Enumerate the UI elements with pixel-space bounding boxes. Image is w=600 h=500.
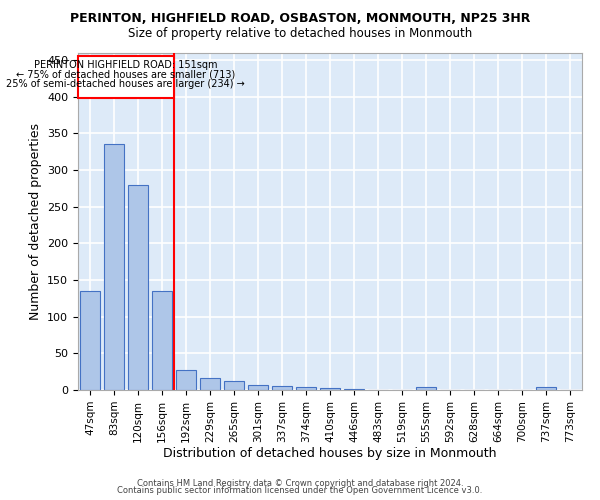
Bar: [272, 386, 292, 390]
Y-axis label: Number of detached properties: Number of detached properties: [29, 122, 41, 320]
Text: Contains HM Land Registry data © Crown copyright and database right 2024.: Contains HM Land Registry data © Crown c…: [137, 478, 463, 488]
Bar: [128, 184, 148, 390]
Text: ← 75% of detached houses are smaller (713): ← 75% of detached houses are smaller (71…: [16, 70, 235, 80]
Bar: [104, 144, 124, 390]
Text: PERINTON HIGHFIELD ROAD: 151sqm: PERINTON HIGHFIELD ROAD: 151sqm: [34, 60, 218, 70]
Bar: [152, 291, 172, 390]
FancyBboxPatch shape: [78, 56, 173, 98]
Bar: [296, 387, 316, 390]
Bar: [80, 291, 100, 390]
Bar: [176, 370, 196, 390]
Bar: [536, 387, 556, 390]
Text: Contains public sector information licensed under the Open Government Licence v3: Contains public sector information licen…: [118, 486, 482, 495]
Text: Size of property relative to detached houses in Monmouth: Size of property relative to detached ho…: [128, 28, 472, 40]
Bar: [320, 388, 340, 390]
Text: 25% of semi-detached houses are larger (234) →: 25% of semi-detached houses are larger (…: [7, 79, 245, 89]
X-axis label: Distribution of detached houses by size in Monmouth: Distribution of detached houses by size …: [163, 448, 497, 460]
Bar: [200, 378, 220, 390]
Bar: [224, 381, 244, 390]
Bar: [416, 387, 436, 390]
Bar: [248, 385, 268, 390]
Text: PERINTON, HIGHFIELD ROAD, OSBASTON, MONMOUTH, NP25 3HR: PERINTON, HIGHFIELD ROAD, OSBASTON, MONM…: [70, 12, 530, 26]
